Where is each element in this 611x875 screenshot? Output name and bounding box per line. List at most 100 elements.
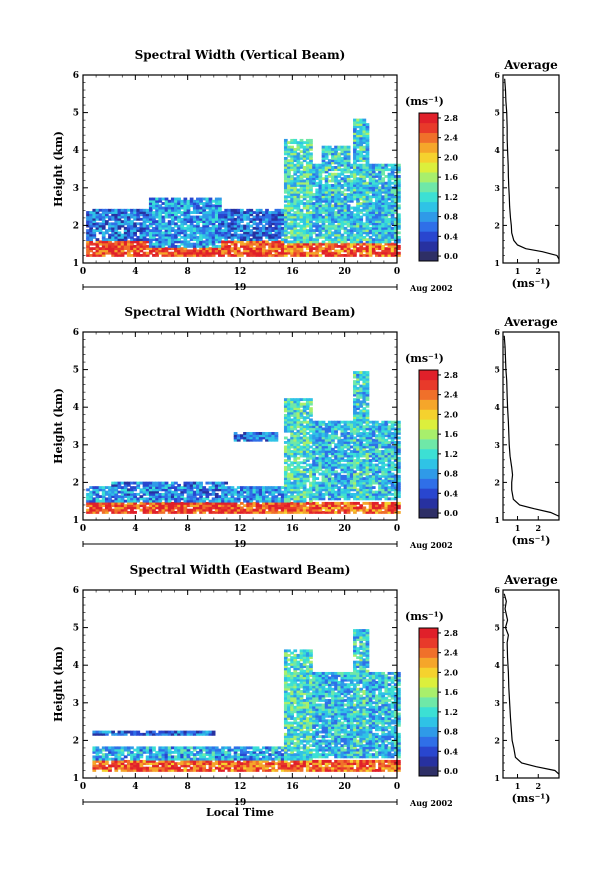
heatmap-cell [261,506,266,510]
heatmap-cell [101,211,106,214]
heatmap-cell [271,222,276,226]
heatmap-cell [111,238,115,242]
heatmap-cell [139,253,144,257]
heatmap-cell [337,179,342,183]
heatmap-cell [221,495,225,499]
heatmap-cell [365,193,370,196]
heatmap-cell [346,229,351,233]
heatmap-cell [192,202,197,205]
heatmap-cell [246,240,251,244]
heatmap-cell [290,420,294,424]
heatmap-cell [142,208,147,212]
heatmap-cell [196,217,200,221]
heatmap-cell [349,461,354,465]
heatmap-cell [120,247,125,251]
heatmap-cell [280,222,285,226]
heatmap-cell [183,199,188,203]
heatmap-cell [92,486,97,490]
heatmap-cell [126,233,131,237]
heatmap-cell [246,224,251,228]
heatmap-cell [315,244,320,248]
colorbar-swatch [419,113,438,124]
heatmap-cell [312,175,316,178]
heatmap-cell [299,398,304,402]
heatmap-cell [211,224,216,228]
heatmap-cell [98,488,103,492]
heatmap-cell [327,425,332,429]
heatmap-cell [368,199,373,203]
heatmap-cell [397,251,401,255]
heatmap-cell [362,436,367,440]
heatmap-cell [321,199,326,203]
heatmap-cell [199,202,203,205]
heatmap-cell [218,481,222,485]
heatmap-cell [255,432,260,435]
heatmap-cell [309,472,313,476]
heatmap-cell [180,492,185,496]
heatmap-cell [196,242,200,246]
heatmap-cell [202,229,207,233]
heatmap-cell [318,490,323,494]
heatmap-cell [170,211,175,214]
heatmap-cell [302,436,307,440]
heatmap-cell [321,420,326,424]
heatmap-cell [208,226,213,230]
heatmap-cell [365,427,370,431]
heatmap-cell [123,506,128,510]
heatmap-cell [343,253,348,257]
heatmap-cell [290,231,294,235]
heatmap-cell [92,490,97,494]
heatmap-cell [356,226,360,230]
heatmap-cell [186,233,191,237]
heatmap-cell [271,249,276,253]
heatmap-cell [224,499,229,503]
heatmap-cell [384,240,389,244]
heatmap-cell [255,504,260,508]
heatmap-cell [86,504,90,508]
heatmap-cell [261,220,266,223]
heatmap-cell [343,434,348,438]
heatmap-cell [287,213,291,217]
heatmap-cell [221,253,225,257]
heatmap-cell [340,206,345,210]
heatmap-cell [337,422,342,426]
heatmap-cell [287,504,291,508]
heatmap-cell [249,432,254,435]
heatmap-cell [293,165,298,169]
heatmap-cell [349,463,354,467]
heatmap-cell [258,432,263,435]
heatmap-cell [290,175,294,178]
heatmap-cell [309,438,313,442]
heatmap-cell [287,147,291,151]
heatmap-cell [356,400,360,404]
heatmap-cell [177,508,181,512]
heatmap-cell [233,235,238,239]
heatmap-cell [218,253,222,257]
heatmap-cell [365,129,370,133]
heatmap-cell [249,504,254,508]
heatmap-cell [393,226,398,230]
heatmap-cell [274,215,279,219]
heatmap-cell [315,468,320,471]
heatmap-cell [346,244,351,248]
heatmap-cell [287,206,291,210]
heatmap-cell [117,217,122,221]
heatmap-cell [86,501,90,505]
heatmap-cell [309,413,313,417]
heatmap-cell [214,501,219,505]
heatmap-cell [362,138,367,142]
heatmap-cell [309,425,313,429]
heatmap-cell [274,436,279,440]
heatmap-cell [346,477,351,480]
heatmap-cell [327,147,332,151]
heatmap-cell [324,461,329,465]
heatmap-cell [158,229,163,233]
heatmap-cell [321,429,326,433]
heatmap-cell [274,229,279,233]
heatmap-cell [309,427,313,431]
heatmap-cell [290,215,294,219]
heatmap-cell [290,159,294,163]
heatmap-cell [331,247,335,251]
heatmap-cell [230,504,235,508]
heatmap-cell [117,501,122,505]
